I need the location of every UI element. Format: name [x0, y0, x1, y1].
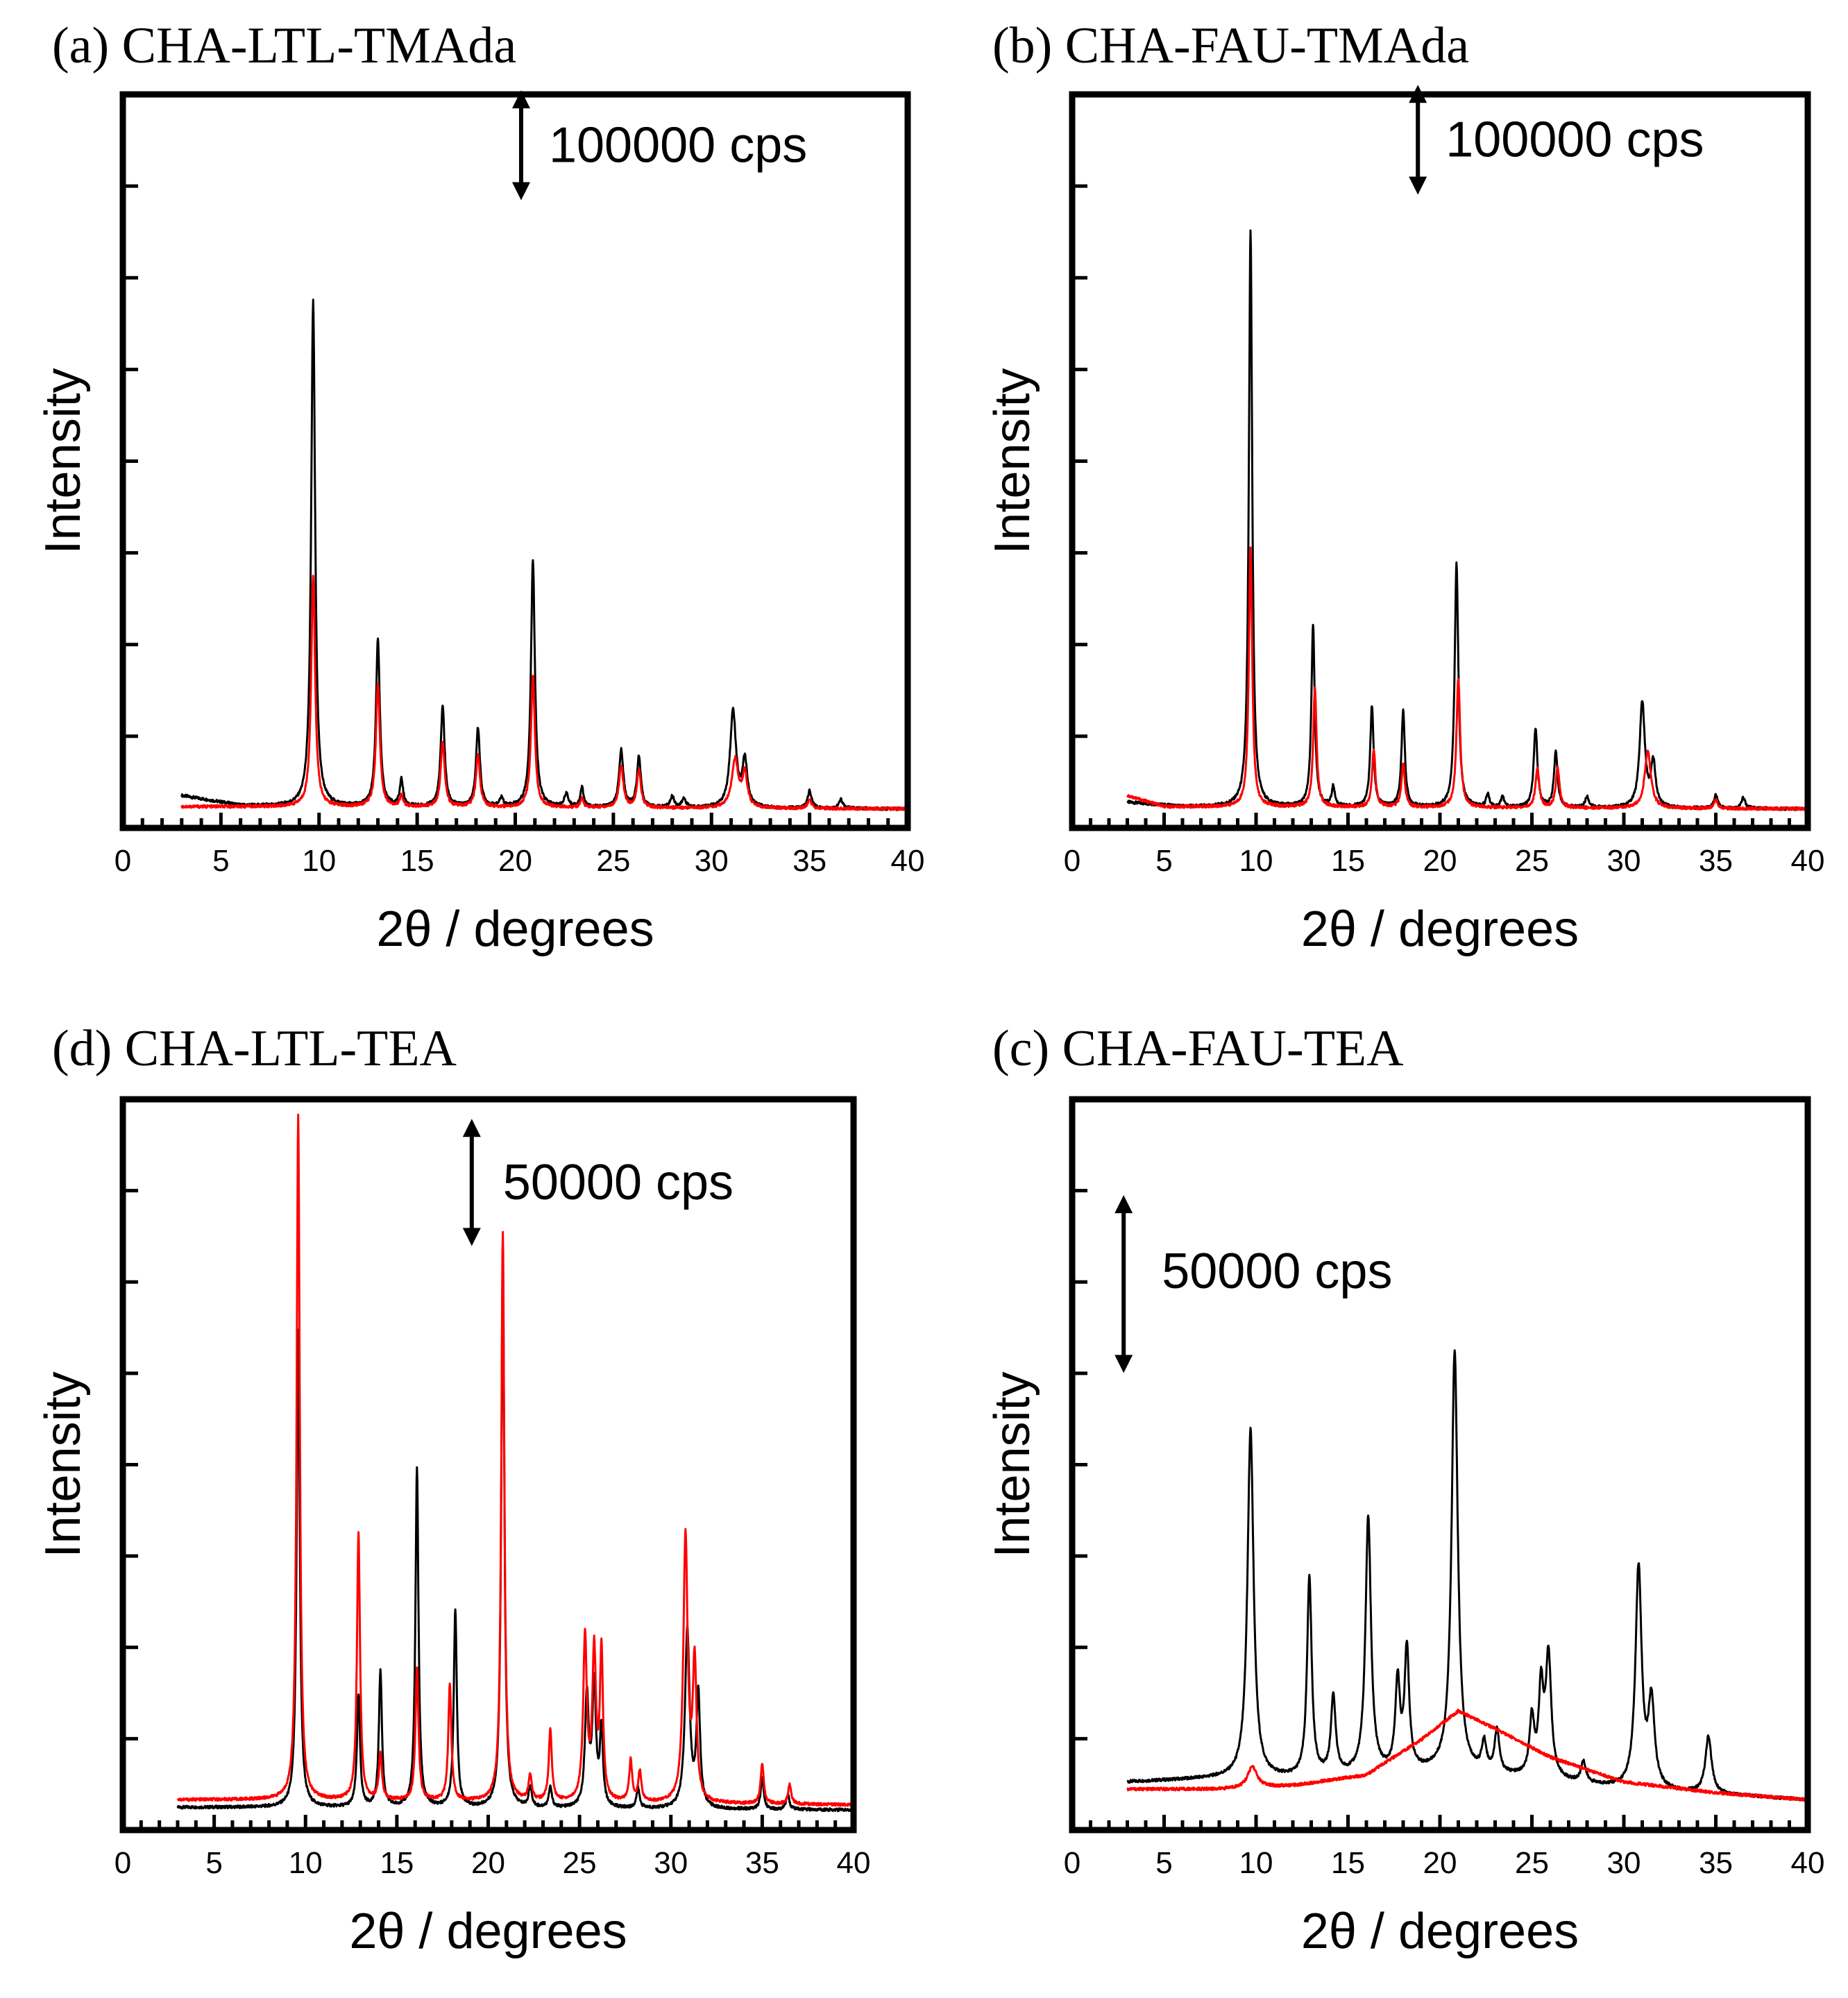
- panel-title: (a) CHA-LTL-TMAda: [52, 17, 516, 74]
- x-tick-label: 25: [563, 1846, 597, 1880]
- chart-panel-c: (c) CHA-FAU-TEA 0 5 10 15 20 25 30 35 40 2θ / degr…: [985, 1020, 1824, 1959]
- series-group: [176, 1113, 855, 1813]
- arrow-down-icon: [511, 182, 530, 201]
- series-black-line: [1126, 229, 1809, 811]
- x-tick-label: 35: [745, 1846, 779, 1880]
- scale-bar-label: 50000 cps: [1162, 1244, 1392, 1299]
- plot-frame: [119, 1096, 857, 1834]
- scale-bar-label: 100000 cps: [1446, 112, 1704, 167]
- plot-frame: [1069, 91, 1811, 831]
- plot-frame: [1069, 1096, 1811, 1834]
- x-tick-label: 35: [1699, 1846, 1733, 1880]
- series-red-line: [176, 1113, 855, 1807]
- arrow-down-icon: [1409, 176, 1427, 195]
- x-tick-label: 30: [695, 844, 729, 878]
- y-axis-label: Intensity: [985, 368, 1040, 554]
- series-group: [180, 298, 908, 811]
- scale-bar: 100000 cps: [1409, 85, 1704, 195]
- y-axis-label: Intensity: [35, 1371, 91, 1557]
- x-tick-label: 25: [1515, 844, 1549, 878]
- y-axis-label: Intensity: [985, 1371, 1040, 1557]
- x-tick-label: 40: [891, 844, 925, 878]
- series-group: [1126, 1349, 1809, 1802]
- series-black-line: [1126, 1349, 1809, 1802]
- x-tick-label: 35: [1699, 844, 1733, 878]
- x-tick-label: 25: [596, 844, 630, 878]
- x-tick-label: 20: [498, 844, 532, 878]
- series-black-line: [180, 298, 908, 811]
- x-tick-label: 0: [115, 844, 131, 878]
- series-red-line: [1126, 546, 1808, 811]
- x-tick-label: 35: [792, 844, 826, 878]
- x-tick-label: 30: [1607, 1846, 1641, 1880]
- x-tick-label: 5: [205, 1846, 222, 1880]
- x-tick-label: 15: [1331, 1846, 1365, 1880]
- y-axis-label: Intensity: [35, 368, 91, 554]
- arrow-down-icon: [1114, 1355, 1133, 1373]
- scale-bar: 100000 cps: [511, 90, 807, 201]
- arrow-up-icon: [1114, 1195, 1133, 1214]
- chart-panel-a: (a) CHA-LTL-TMAda 0 5 10 15 20 25 30 35 40 2θ / de…: [35, 17, 924, 957]
- x-tick-label: 10: [1239, 1846, 1273, 1880]
- scale-bar: 50000 cps: [1114, 1195, 1392, 1373]
- chart-panel-b: (b) CHA-FAU-TMAda 0 5 10 15 20 25 30 35 40 2θ / de…: [985, 17, 1824, 957]
- x-tick-label: 40: [1791, 844, 1825, 878]
- panel-title: (d) CHA-LTL-TEA: [52, 1020, 457, 1077]
- x-axis-label: 2θ / degrees: [349, 1904, 627, 1959]
- x-tick-label: 10: [1239, 844, 1273, 878]
- x-tick-label: 10: [302, 844, 336, 878]
- x-tick-label: 0: [115, 1846, 131, 1880]
- x-axis-label: 2θ / degrees: [1301, 1904, 1579, 1959]
- x-tick-label: 20: [1423, 1846, 1457, 1880]
- series-group: [1126, 229, 1809, 811]
- arrow-up-icon: [462, 1119, 481, 1137]
- x-tick-label: 20: [471, 1846, 505, 1880]
- x-axis-label: 2θ / degrees: [376, 901, 654, 957]
- x-tick-label: 30: [654, 1846, 688, 1880]
- x-axis-label: 2θ / degrees: [1301, 901, 1579, 957]
- x-tick-label: 20: [1423, 844, 1457, 878]
- x-tick-label: 10: [289, 1846, 323, 1880]
- panel-title: (c) CHA-FAU-TEA: [992, 1020, 1404, 1077]
- x-tick-label: 5: [1155, 844, 1172, 878]
- plot-frame: [119, 91, 911, 831]
- series-red-line: [1126, 1709, 1809, 1802]
- x-tick-label: 25: [1515, 1846, 1549, 1880]
- scale-bar-label: 100000 cps: [549, 117, 807, 173]
- series-red-line: [180, 575, 908, 811]
- x-tick-label: 0: [1064, 844, 1080, 878]
- arrow-down-icon: [462, 1228, 481, 1246]
- scale-bar-label: 50000 cps: [503, 1155, 734, 1210]
- x-tick-label: 5: [1155, 1846, 1172, 1880]
- x-tick-label: 40: [1791, 1846, 1825, 1880]
- arrow-up-icon: [511, 90, 530, 109]
- scale-bar: 50000 cps: [462, 1119, 734, 1246]
- arrow-up-icon: [1409, 85, 1427, 103]
- x-tick-label: 15: [400, 844, 434, 878]
- panel-title: (b) CHA-FAU-TMAda: [992, 17, 1469, 74]
- series-black-line: [176, 1253, 855, 1813]
- x-tick-label: 15: [380, 1846, 414, 1880]
- chart-panel-d: (d) CHA-LTL-TEA 0 5 10 15 20 25 30 35 40 2θ / degr…: [35, 1020, 870, 1959]
- x-tick-label: 30: [1607, 844, 1641, 878]
- x-tick-label: 15: [1331, 844, 1365, 878]
- x-tick-label: 40: [837, 1846, 871, 1880]
- x-tick-label: 5: [212, 844, 229, 878]
- x-tick-label: 0: [1064, 1846, 1080, 1880]
